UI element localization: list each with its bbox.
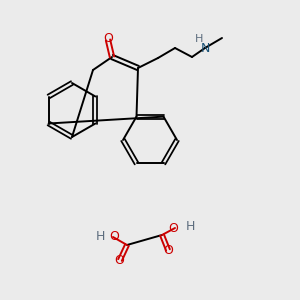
Text: N: N: [200, 43, 210, 56]
Text: O: O: [109, 230, 119, 244]
Text: O: O: [103, 32, 113, 46]
Text: H: H: [195, 34, 203, 44]
Text: O: O: [114, 254, 124, 268]
Text: H: H: [95, 230, 105, 242]
Text: H: H: [185, 220, 195, 232]
Text: O: O: [163, 244, 173, 257]
Text: O: O: [168, 221, 178, 235]
